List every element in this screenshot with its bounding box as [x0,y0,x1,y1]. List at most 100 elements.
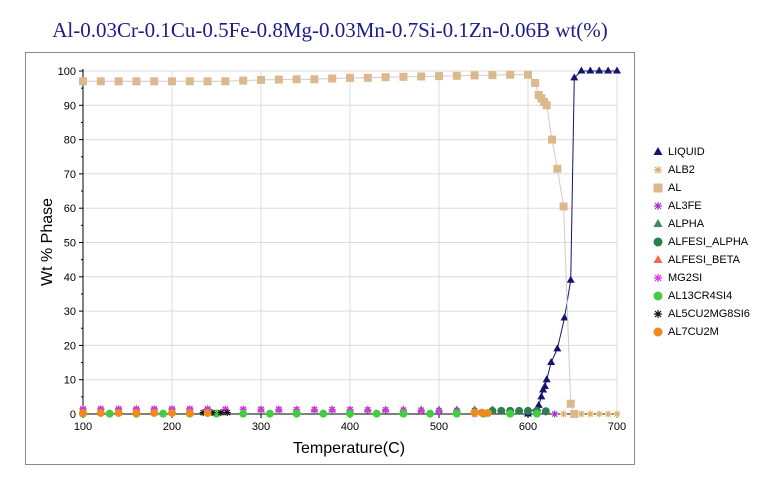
data-point [105,409,114,418]
data-point [203,408,212,417]
legend-item: ALFESI_ALPHA [650,233,750,251]
data-point [372,409,381,418]
data-point [199,409,207,417]
data-point [613,410,621,418]
series-line [83,74,575,415]
data-point [534,400,543,408]
data-point [168,408,176,417]
data-point [524,406,532,415]
legend-label: AL13CR4SI4 [668,290,733,302]
data-point [470,71,479,80]
x-tick-label: 300 [252,421,270,433]
data-point [566,275,575,283]
y-tick-label: 20 [64,340,76,352]
data-point [604,66,613,74]
data-point [470,408,479,417]
data-point [532,409,541,418]
legend-marker [653,183,663,193]
data-point [257,406,265,414]
data-point [452,409,461,418]
data-point [257,75,265,84]
data-point [542,101,551,110]
x-tick-label: 400 [341,421,359,433]
legend-item: AL13CR4SI4 [650,287,750,305]
data-point [185,77,194,86]
y-tick-label: 0 [70,409,76,421]
data-point [559,202,568,211]
legend-item: ALFESI_BETA [650,251,750,269]
data-point [310,75,319,84]
data-point [346,406,354,414]
legend-marker [654,202,662,210]
data-point [417,72,426,81]
legend-label: LIQUID [668,146,705,158]
data-point [435,72,443,81]
data-point [203,77,212,86]
data-point [595,410,603,418]
data-point [595,66,604,74]
legend-marker [653,327,663,337]
legend-marker [653,291,663,301]
legend-label: ALPHA [668,218,705,230]
data-point [547,358,556,366]
data-point [79,408,87,417]
y-tick-label: 50 [64,238,76,250]
data-point [604,410,612,418]
data-point [548,135,557,144]
data-point [150,408,159,417]
legend-label: ALFESI_ALPHA [668,236,749,248]
y-tick-label: 10 [64,375,76,387]
y-tick-label: 80 [64,135,76,147]
data-point [452,71,461,80]
chart-frame [25,52,635,465]
data-point [114,77,123,86]
legend-item: LIQUID [650,143,750,161]
data-point [319,409,328,418]
data-point [274,75,283,84]
data-point [346,73,354,82]
legend-item: ALB2 [650,161,750,179]
data-point [310,406,318,414]
data-point [346,409,354,418]
legend-item: AL [650,179,750,197]
data-point [537,392,546,400]
data-point [553,164,562,173]
x-tick-label: 500 [430,421,448,433]
data-point [542,375,551,383]
legend-marker [654,166,662,174]
series-al [79,70,579,418]
data-point [483,408,492,417]
data-point [239,406,247,414]
data-point [79,77,87,86]
data-point [570,73,579,81]
data-point [185,408,194,417]
data-point [212,409,221,418]
legend-label: ALB2 [668,164,695,176]
data-point [363,73,372,82]
data-point [96,77,105,86]
data-point [168,77,176,86]
data-point [435,407,443,415]
series-liquid [524,66,621,417]
legend-marker [653,237,663,247]
data-point [132,77,141,86]
y-tick-label: 100 [58,66,76,78]
legend-marker [653,255,663,263]
series-line [527,70,617,415]
data-point [292,409,301,418]
data-point [560,313,569,321]
x-tick-label: 100 [74,421,92,433]
data-point [399,409,408,418]
chart-title: Al-0.03Cr-0.1Cu-0.5Fe-0.8Mg-0.03Mn-0.7Si… [52,18,608,42]
y-tick-label: 40 [64,272,76,284]
grid-lines [82,70,618,415]
data-point [477,408,486,417]
data-point [577,410,585,418]
axes [82,69,619,415]
series-layer [79,66,621,418]
data-point [96,408,105,417]
data-point [217,409,225,417]
data-point [613,66,621,74]
data-point [150,77,159,86]
y-tick-label: 70 [64,169,76,181]
